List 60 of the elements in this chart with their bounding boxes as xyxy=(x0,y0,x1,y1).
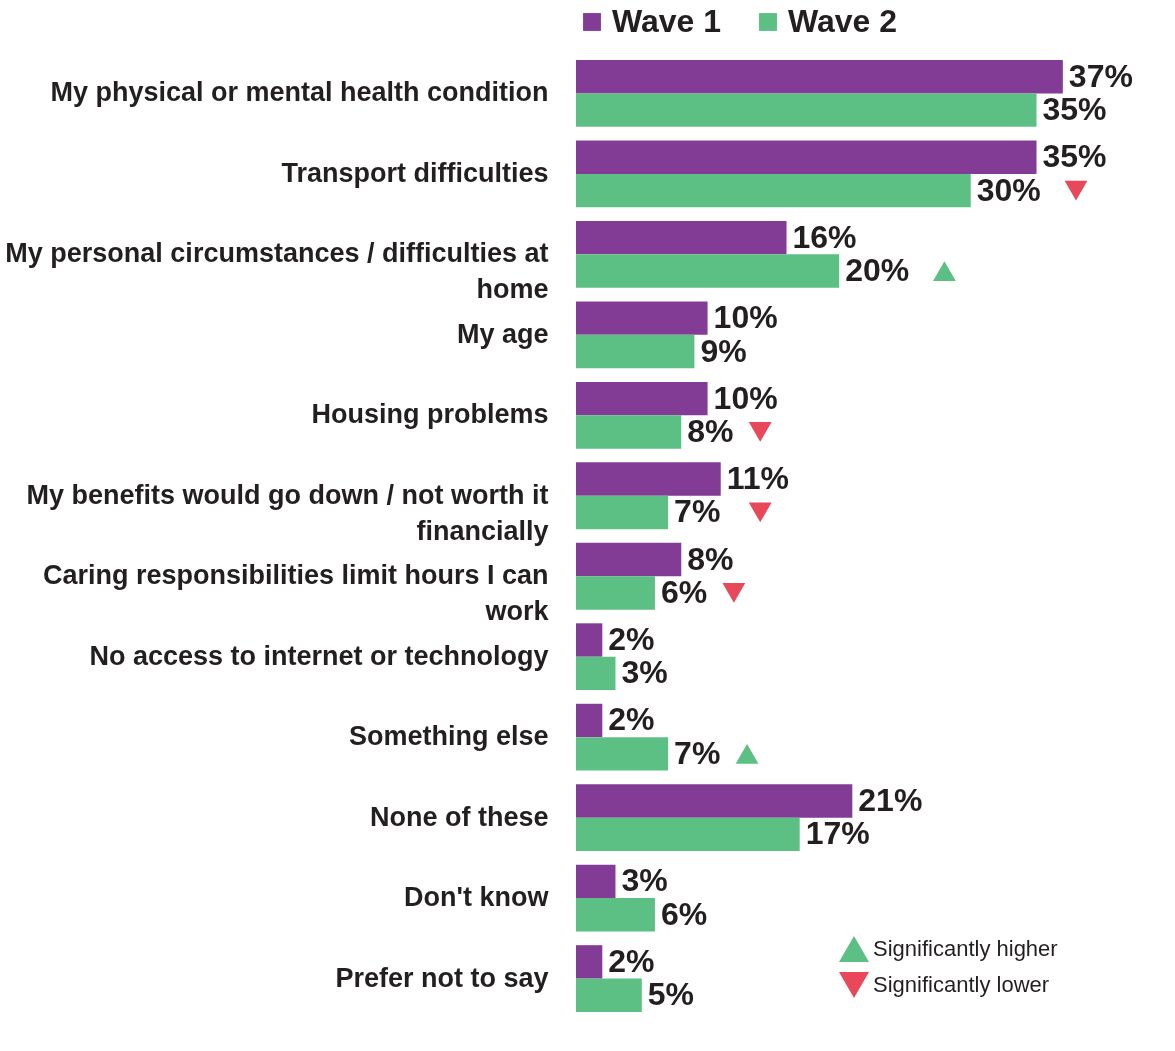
legend-label: Significantly higher xyxy=(873,936,1058,961)
data-label: 11% xyxy=(726,460,790,497)
bar xyxy=(576,60,1063,94)
bar xyxy=(576,864,616,899)
data-label: 7% xyxy=(674,734,721,771)
data-label: 16% xyxy=(792,218,857,255)
bar xyxy=(576,898,655,932)
y-tick-label: Prefer not to say xyxy=(335,962,549,993)
bar xyxy=(576,656,616,691)
bar xyxy=(576,623,603,657)
point xyxy=(933,261,956,281)
point xyxy=(722,583,746,603)
bar xyxy=(576,462,721,496)
y-tick-label: Don't know xyxy=(404,882,550,913)
point xyxy=(748,502,772,523)
y-tick-label: Housing problems xyxy=(311,399,549,430)
bar xyxy=(576,495,669,530)
bar xyxy=(576,415,682,449)
bar xyxy=(576,978,642,1012)
y-tick-label: Something else xyxy=(348,721,549,752)
data-label: 2% xyxy=(608,942,655,979)
y-tick-label: No access to internet or technology xyxy=(89,640,549,671)
y-tick-label: My personal circumstances / difficulties at home xyxy=(5,238,549,305)
bar xyxy=(576,576,655,610)
bar xyxy=(576,703,603,738)
data-label: 7% xyxy=(674,493,721,530)
data-label: 37% xyxy=(1068,57,1133,94)
bar xyxy=(576,784,853,818)
y-tick-label: Transport difficulties xyxy=(281,157,549,188)
y-tick-label: None of these xyxy=(369,801,549,832)
data-label: 17% xyxy=(805,815,870,852)
data-label: 5% xyxy=(647,976,695,1013)
y-tick-label: My benefits would go down / not worth it financially xyxy=(26,479,549,546)
data-label: 35% xyxy=(1042,138,1107,175)
data-label: 20% xyxy=(845,252,910,289)
point xyxy=(748,422,772,442)
bar xyxy=(576,254,840,288)
bar xyxy=(576,737,669,771)
point xyxy=(1064,180,1088,201)
bar xyxy=(576,945,603,979)
data-label: 30% xyxy=(976,171,1041,208)
bar xyxy=(576,381,708,416)
y-tick-label: Caring responsibilities limit hours I can work xyxy=(42,560,550,627)
bar xyxy=(576,301,708,335)
bar xyxy=(576,173,971,208)
bar xyxy=(576,93,1037,127)
y-tick-label: My age xyxy=(456,318,549,349)
bar xyxy=(576,220,787,255)
y-tick-label: My physical or mental health condition xyxy=(50,77,549,108)
legend-label: Wave 2 xyxy=(788,3,898,39)
data-label: 35% xyxy=(1042,91,1107,128)
legend-label: Wave 1 xyxy=(612,3,722,39)
legend-label: Significantly lower xyxy=(873,972,1050,997)
data-label: 2% xyxy=(608,701,655,738)
bar xyxy=(576,334,695,369)
bar xyxy=(576,817,800,852)
bar xyxy=(576,140,1037,174)
data-label: 21% xyxy=(858,781,923,818)
bar xyxy=(576,542,682,577)
point xyxy=(735,744,759,764)
